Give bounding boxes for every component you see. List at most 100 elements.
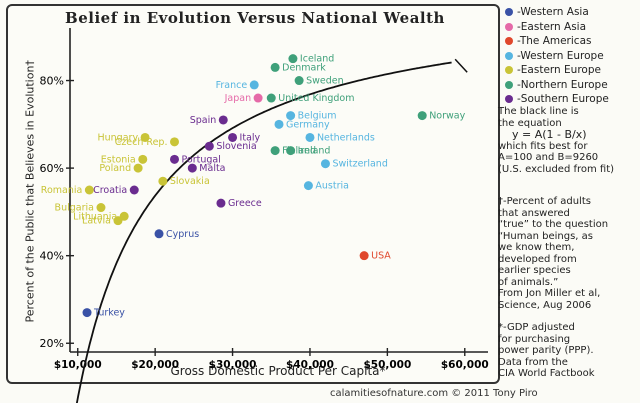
- data-point: [274, 119, 284, 129]
- legend-item: -Northern Europe: [505, 79, 608, 93]
- point-label: Slovenia: [216, 141, 256, 152]
- point-label: Iceland: [300, 54, 334, 65]
- legend-swatch: [505, 22, 513, 31]
- x-tick-label: $30,000: [209, 359, 257, 371]
- legend-swatch: [505, 95, 513, 103]
- point-label: Sweden: [306, 76, 344, 87]
- y-tick-label: 20%: [40, 337, 64, 350]
- point-label: Croatia: [93, 185, 127, 196]
- point-label: Italy: [240, 132, 261, 143]
- point-label: Germany: [286, 119, 330, 130]
- point-label: Portugal: [182, 154, 221, 165]
- point-label: Austria: [315, 181, 349, 192]
- point-label: Bulgaria: [55, 203, 94, 214]
- data-point: [417, 111, 427, 121]
- data-point: [249, 80, 259, 90]
- point-label: Romania: [41, 185, 83, 196]
- data-point: [228, 132, 238, 142]
- credit-line: calamitiesofnature.com © 2011 Tony Piro: [330, 388, 538, 399]
- point-label: United Kingdom: [278, 93, 354, 104]
- point-label: Latvia: [82, 216, 111, 227]
- data-point: [305, 132, 315, 142]
- legend-label: -Northern Europe: [517, 78, 608, 91]
- definition-note-line: we know them,: [498, 242, 575, 253]
- data-point: [170, 137, 179, 147]
- gdp-note-line: CIA World Factbook: [498, 368, 595, 379]
- data-point: [82, 308, 92, 318]
- data-point: [96, 203, 106, 213]
- point-label: Estonia: [101, 154, 136, 165]
- point-label: Turkey: [93, 308, 125, 319]
- data-point: [170, 154, 179, 164]
- data-point: [138, 154, 148, 164]
- data-point: [158, 176, 168, 186]
- point-label: Lithuania: [73, 211, 117, 222]
- legend-swatch: [505, 66, 513, 74]
- definition-note-line: earlier species: [498, 265, 571, 276]
- legend-swatch: [505, 51, 513, 60]
- definition-note-line: Science, Aug 2006: [498, 299, 592, 311]
- data-point: [288, 54, 298, 64]
- legend-item: -Western Europe: [505, 50, 604, 64]
- fit-callout-arrow: [454, 58, 468, 73]
- equation-note: The black line is the equation y = A(1 -…: [498, 106, 638, 175]
- y-tick-label: 40%: [40, 250, 64, 263]
- definition-note-line: “true” to the question: [498, 219, 609, 230]
- x-axis-label: Gross Domestic Product Per Capita*: [170, 364, 386, 378]
- y-tick-label: 60%: [40, 162, 64, 175]
- data-point: [270, 146, 280, 156]
- legend-label: -Eastern Europe: [517, 64, 601, 76]
- legend-item: -Eastern Asia: [505, 21, 586, 35]
- legend-item: -Southern Europe: [505, 93, 609, 107]
- gdp-note: *-GDP adjusted for purchasing power parity…: [498, 322, 638, 380]
- point-label: Hungary: [98, 132, 139, 143]
- definition-note-line: that answered: [498, 207, 570, 219]
- data-point: [266, 93, 276, 103]
- x-tick-label: $10,000: [54, 359, 102, 371]
- legend-label: -Southern Europe: [517, 93, 609, 105]
- equation-note-line: A=100 and B=9260: [498, 152, 599, 163]
- data-point: [133, 163, 143, 173]
- chart-frame: Belief in Evolution Versus National Weal…: [6, 4, 500, 403]
- legend-item: -Eastern Europe: [505, 64, 601, 78]
- fit-curve: [75, 61, 452, 403]
- x-tick-label: $20,000: [131, 359, 179, 371]
- data-point: [359, 251, 369, 261]
- data-point: [216, 198, 226, 208]
- legend-label: -The Americas: [517, 35, 592, 47]
- point-label: Poland: [99, 163, 131, 174]
- gdp-note-line: power parity (PPP).: [498, 345, 594, 356]
- legend-label: -Western Asia: [517, 6, 589, 18]
- data-point: [218, 115, 228, 125]
- data-point: [129, 185, 139, 195]
- equation-formula: y = A(1 - B/x): [512, 128, 587, 141]
- point-label: Czech Rep.: [115, 137, 168, 148]
- data-point: [303, 181, 313, 191]
- y-tick-label: 80%: [40, 75, 64, 88]
- data-point: [253, 93, 263, 103]
- equation-note-line: the equation: [498, 117, 562, 129]
- data-point: [270, 62, 280, 72]
- legend-label: -Eastern Asia: [517, 20, 587, 33]
- data-point: [286, 146, 296, 156]
- definition-note: †-Percent of adults that answered “true” t…: [498, 196, 638, 311]
- data-point: [204, 141, 214, 151]
- equation-note-line: (U.S. excluded from fit): [498, 163, 615, 175]
- point-label: Cyprus: [166, 229, 199, 240]
- legend-swatch: [505, 8, 513, 16]
- legend-item: -Western Asia: [505, 6, 589, 20]
- point-label: Netherlands: [317, 132, 375, 143]
- point-label: France: [216, 80, 248, 91]
- point-label: Denmark: [282, 62, 326, 73]
- definition-note-line: developed from: [498, 253, 577, 265]
- equation-note-line: The black line is: [498, 106, 579, 117]
- point-label: Japan: [224, 93, 252, 104]
- point-label: Switzerland: [332, 159, 387, 170]
- point-label: Ireland: [298, 146, 331, 157]
- scatter-plot: 20% 40% 60% 80% $10,000 $20,000 $30,000 $40,000…: [40, 28, 489, 403]
- data-point: [154, 229, 164, 239]
- definition-note-line: “Human beings, as: [498, 230, 593, 242]
- point-label: Slovakia: [170, 176, 210, 187]
- data-point: [187, 163, 197, 173]
- legend-label: -Western Europe: [517, 49, 604, 62]
